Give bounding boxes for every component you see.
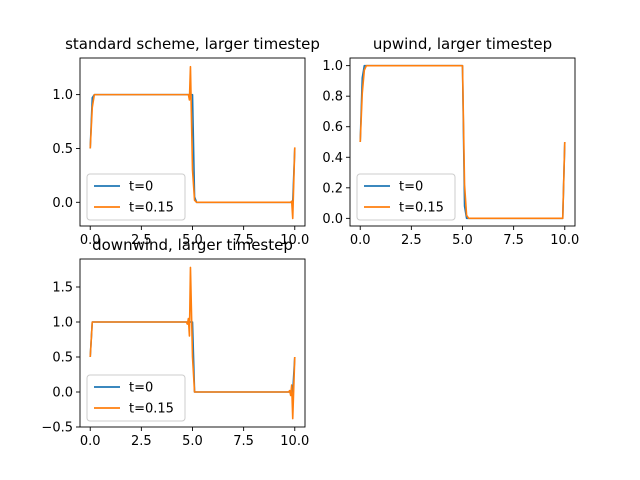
y-tick-label: 0.0 xyxy=(52,196,73,211)
x-tick-label: 5.0 xyxy=(182,434,203,449)
x-tick-label: 7.5 xyxy=(503,233,524,248)
y-tick-label: 1.0 xyxy=(322,59,343,74)
legend: t=0 t=0.15 xyxy=(86,173,186,221)
x-tick-label: 7.5 xyxy=(233,233,254,248)
y-tick-label: 0.5 xyxy=(52,351,73,366)
x-tick-label: 0.0 xyxy=(80,434,101,449)
chart-2: 0.0 2.5 5.0 7.5 10.0 −0.5 0.0 0.5 1.0 1.5 downwind… xyxy=(41,236,309,449)
x-tick-label: 10.0 xyxy=(280,233,309,248)
legend: t=0 t=0.15 xyxy=(356,173,456,221)
y-tick-label: 0.8 xyxy=(322,90,343,105)
legend-label-0: t=0 xyxy=(129,180,153,195)
y-tick-label: 0.0 xyxy=(52,386,73,401)
x-tick-label: 0.0 xyxy=(350,233,371,248)
chart-title: standard scheme, larger timestep xyxy=(65,35,320,53)
chart-title: downwind, larger timestep xyxy=(92,236,293,254)
legend-label-1: t=0.15 xyxy=(129,201,174,216)
y-tick-label: 0.2 xyxy=(322,181,343,196)
x-tick-label: 10.0 xyxy=(280,434,309,449)
legend: t=0 t=0.15 xyxy=(86,374,186,422)
legend-label-1: t=0.15 xyxy=(399,201,444,216)
legend-label-1: t=0.15 xyxy=(129,402,174,417)
x-tick-label: 5.0 xyxy=(452,233,473,248)
x-tick-label: 7.5 xyxy=(233,434,254,449)
chart-1: 0.0 2.5 5.0 7.5 10.0 0.0 0.2 0.4 0.6 0.8 1.0 upwind… xyxy=(322,35,579,248)
y-tick-label: 0.0 xyxy=(322,212,343,227)
x-tick-label: 2.5 xyxy=(401,233,422,248)
y-tick-label: 0.6 xyxy=(322,120,343,135)
legend-label-0: t=0 xyxy=(129,381,153,396)
x-tick-label: 2.5 xyxy=(131,434,152,449)
chart-0: 0.0 2.5 5.0 7.5 10.0 0.0 0.5 1.0 standard scheme… xyxy=(52,35,320,248)
y-tick-label: 0.5 xyxy=(52,142,73,157)
x-tick-label: 0.0 xyxy=(80,233,101,248)
y-tick-label: −0.5 xyxy=(41,421,73,436)
y-tick-label: 1.0 xyxy=(52,88,73,103)
y-tick-label: 0.4 xyxy=(322,151,343,166)
x-tick-label: 10.0 xyxy=(550,233,579,248)
x-tick-label: 2.5 xyxy=(131,233,152,248)
series-line-1 xyxy=(89,65,296,220)
series-line-1 xyxy=(89,266,296,420)
series-line-1 xyxy=(359,64,566,220)
legend-label-0: t=0 xyxy=(399,180,423,195)
y-tick-label: 1.5 xyxy=(52,281,73,296)
y-tick-label: 1.0 xyxy=(52,316,73,331)
x-tick-label: 5.0 xyxy=(182,233,203,248)
chart-title: upwind, larger timestep xyxy=(373,35,552,53)
